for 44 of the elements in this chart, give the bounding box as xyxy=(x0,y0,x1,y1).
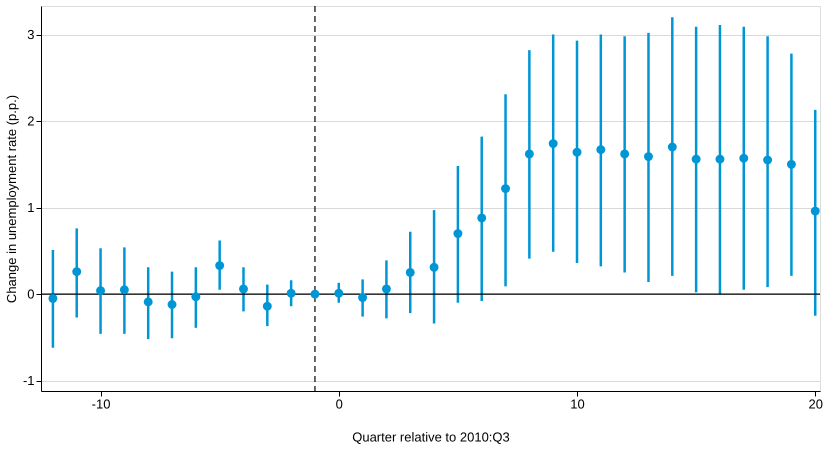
point xyxy=(334,288,344,298)
y-tick-label: 0 xyxy=(27,286,34,302)
point xyxy=(358,293,368,302)
point xyxy=(763,156,772,164)
point xyxy=(191,292,200,302)
point xyxy=(715,154,724,164)
point xyxy=(96,286,106,296)
x-axis-title: Quarter relative to 2010:Q3 xyxy=(352,430,510,444)
point xyxy=(262,302,272,311)
point xyxy=(739,154,748,163)
x-tick-label: 0 xyxy=(336,396,343,412)
x-tick-label: 20 xyxy=(808,396,823,412)
point xyxy=(215,261,224,270)
x-tick-label: -10 xyxy=(92,396,110,412)
point xyxy=(548,139,558,148)
y-tick-label: 2 xyxy=(27,114,34,129)
point xyxy=(310,290,320,299)
point xyxy=(286,288,296,298)
x-tick-label: 10 xyxy=(570,396,585,412)
point xyxy=(524,149,534,158)
point xyxy=(668,142,677,152)
point xyxy=(168,300,176,309)
point xyxy=(477,214,486,222)
point xyxy=(72,267,82,276)
point xyxy=(120,285,129,294)
point xyxy=(692,154,701,164)
point xyxy=(430,262,439,272)
point xyxy=(501,184,510,194)
point xyxy=(239,284,248,294)
point xyxy=(406,268,415,277)
point xyxy=(48,294,58,303)
point xyxy=(596,145,606,154)
y-tick-label: 1 xyxy=(27,200,34,216)
point xyxy=(144,297,153,306)
y-tick-label: 3 xyxy=(27,27,34,42)
point xyxy=(382,284,391,294)
point xyxy=(620,149,630,158)
point xyxy=(644,152,653,161)
y-tick-label: -1 xyxy=(22,373,34,388)
point xyxy=(572,148,582,157)
y-axis-title: Change in unemployment rate (p.p.) xyxy=(4,94,19,304)
point xyxy=(453,229,462,238)
point xyxy=(810,206,820,216)
point xyxy=(786,160,796,169)
